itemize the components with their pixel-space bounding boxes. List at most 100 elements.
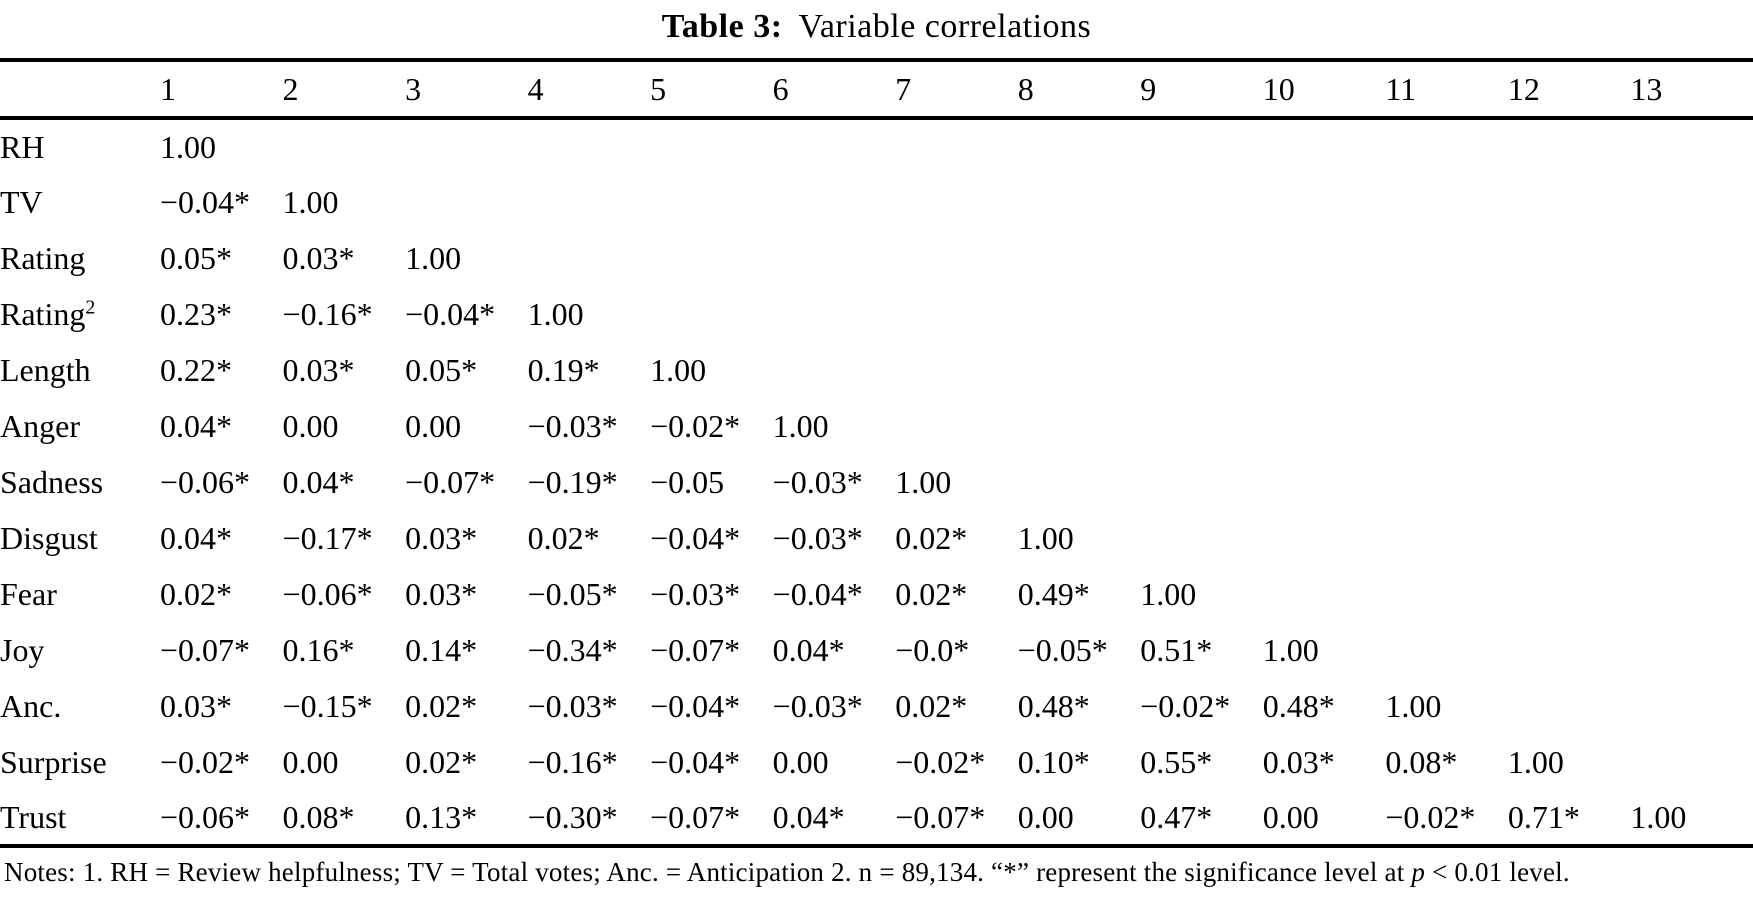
table-row: Disgust 0.04* −0.17* 0.03* 0.02* −0.04* −0.03*… — [0, 510, 1753, 566]
row-label: Trust — [0, 798, 67, 835]
correlation-cell: 0.03* — [405, 519, 478, 556]
correlation-cell — [1140, 342, 1263, 398]
column-header: 7 — [895, 60, 1018, 120]
table-row: Rating 0.05* 0.03* 1.00 — [0, 230, 1753, 286]
table-row: Anc. 0.03* −0.15* 0.02* −0.03* −0.04* −0.03* 0.… — [0, 678, 1753, 734]
correlation-cell: 0.55* — [1140, 743, 1213, 780]
correlation-cell — [528, 230, 651, 286]
correlation-cell: 0.04* — [282, 463, 355, 500]
correlation-cell — [1385, 510, 1508, 566]
correlation-cell — [773, 230, 896, 286]
column-header: 11 — [1385, 60, 1508, 120]
correlation-cell: 0.22* — [160, 351, 232, 388]
correlation-cell — [1385, 342, 1508, 398]
column-header: 5 — [650, 60, 773, 120]
correlation-cell — [1018, 398, 1141, 454]
correlation-cell — [1263, 118, 1386, 174]
table-row: Rating2 0.23* −0.16* −0.04* 1.00 — [0, 286, 1753, 342]
correlation-cell: −0.03* — [772, 519, 863, 556]
correlation-cell — [1263, 398, 1386, 454]
correlation-cell — [1508, 286, 1631, 342]
correlation-cell — [1508, 342, 1631, 398]
correlation-cell — [650, 286, 773, 342]
correlation-cell — [1630, 174, 1753, 230]
correlation-cell — [405, 118, 528, 174]
correlation-cell — [1508, 118, 1631, 174]
correlation-cell: −0.02* — [650, 407, 741, 444]
table-number-label: Table 3: — [661, 8, 783, 45]
row-label: Rating — [0, 239, 86, 276]
correlation-cell: 0.04* — [160, 519, 232, 556]
correlation-cell: 1.00 — [1507, 743, 1564, 780]
correlation-cell — [1263, 230, 1386, 286]
row-label: RH — [0, 128, 45, 165]
table-body: RH 1.00 TV −0.04* 1.00 Rating 0.05* 0.03* 1.00 Ra… — [0, 118, 1753, 846]
correlation-cell — [1508, 398, 1631, 454]
correlation-cell: 1.00 — [1385, 687, 1442, 724]
correlation-cell: 0.02* — [895, 687, 968, 724]
correlation-cell: 0.14* — [405, 631, 478, 668]
correlation-cell — [1630, 454, 1753, 510]
correlation-cell — [1140, 230, 1263, 286]
row-label: Length — [0, 351, 91, 388]
correlation-cell: −0.03* — [527, 687, 618, 724]
correlation-table: 1 2 3 4 5 6 7 8 9 10 11 12 13 RH 1.00 TV −0.04* 1.00 Rati… — [0, 58, 1753, 848]
correlation-cell: −0.34* — [527, 631, 618, 668]
table-title-text: Variable correlations — [798, 8, 1092, 45]
correlation-cell: 0.04* — [772, 631, 845, 668]
correlation-cell: 0.02* — [405, 743, 478, 780]
table-row: RH 1.00 — [0, 118, 1753, 174]
correlation-cell — [1630, 734, 1753, 790]
correlation-cell — [1263, 286, 1386, 342]
correlation-cell: −0.16* — [527, 743, 618, 780]
correlation-cell — [1140, 174, 1263, 230]
row-label: Surprise — [0, 743, 107, 780]
correlation-cell: −0.02* — [1140, 687, 1231, 724]
table-row: Joy −0.07* 0.16* 0.14* −0.34* −0.07* 0.04* −0.0… — [0, 622, 1753, 678]
correlation-cell — [773, 118, 896, 174]
correlation-cell: 1.00 — [527, 295, 584, 332]
correlation-cell — [895, 230, 1018, 286]
column-header: 2 — [282, 60, 406, 120]
correlation-cell — [1630, 342, 1753, 398]
column-header: 9 — [1140, 60, 1263, 120]
correlation-cell: 0.19* — [527, 351, 600, 388]
column-header: 8 — [1017, 60, 1141, 120]
correlation-cell — [1140, 454, 1263, 510]
correlation-cell — [1263, 510, 1386, 566]
correlation-cell: −0.06* — [160, 463, 251, 500]
table-row: Fear 0.02* −0.06* 0.03* −0.05* −0.03* −0.04* 0.… — [0, 566, 1753, 622]
column-header: 3 — [405, 60, 528, 120]
correlation-cell — [1018, 118, 1141, 174]
correlation-cell — [1385, 622, 1508, 678]
correlation-cell: 0.02* — [405, 687, 478, 724]
correlation-cell: 0.02* — [160, 575, 232, 612]
correlation-cell: 0.05* — [405, 351, 478, 388]
table-row: TV −0.04* 1.00 — [0, 174, 1753, 230]
corner-cell — [0, 60, 160, 120]
column-header: 4 — [527, 60, 651, 120]
correlation-cell — [895, 398, 1018, 454]
correlation-cell — [1140, 286, 1263, 342]
correlation-cell: −0.03* — [650, 575, 741, 612]
correlation-cell — [1140, 118, 1263, 174]
correlation-cell — [405, 174, 528, 230]
correlation-cell — [1263, 566, 1386, 622]
row-label: Joy — [0, 631, 45, 668]
correlation-cell: 0.47* — [1140, 798, 1213, 835]
correlation-cell — [895, 286, 1018, 342]
correlation-cell: −0.05* — [1017, 631, 1108, 668]
correlation-cell — [1018, 174, 1141, 230]
correlation-cell: 0.04* — [160, 407, 232, 444]
correlation-cell: 0.02* — [895, 519, 968, 556]
correlation-cell: 0.00 — [1262, 798, 1319, 835]
row-label: TV — [0, 183, 43, 220]
column-header: 10 — [1262, 60, 1386, 120]
table-row: Length 0.22* 0.03* 0.05* 0.19* 1.00 — [0, 342, 1753, 398]
correlation-cell: −0.03* — [527, 407, 618, 444]
notes-pvalue-variable: p — [1411, 857, 1426, 887]
correlation-cell — [895, 342, 1018, 398]
correlation-cell: 0.00 — [772, 743, 829, 780]
correlation-cell — [773, 174, 896, 230]
